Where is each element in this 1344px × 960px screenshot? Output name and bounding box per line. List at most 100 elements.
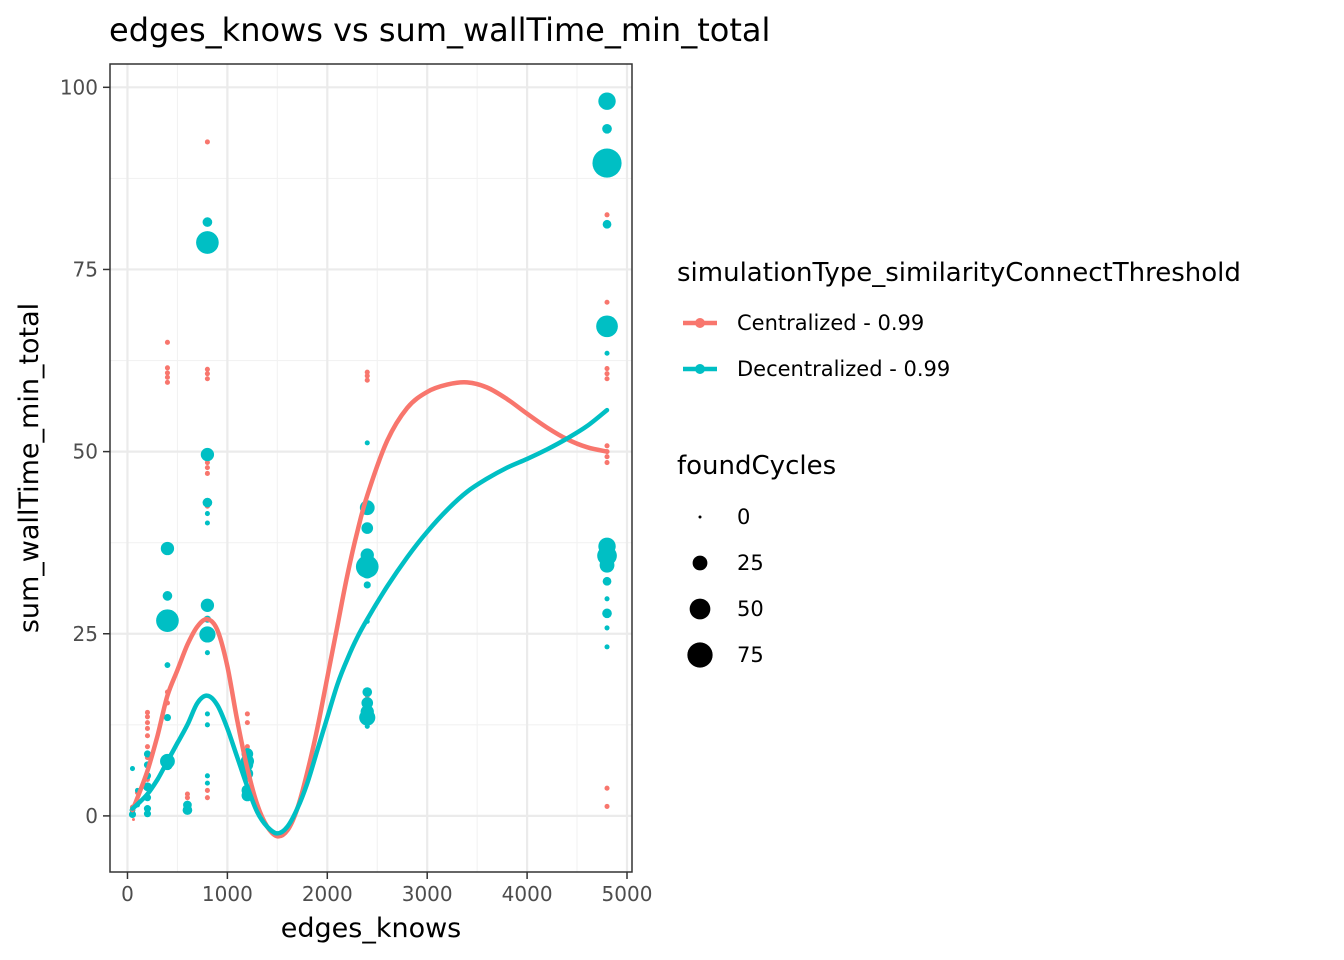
point-decentralized [162,591,173,601]
x-tick-label: 0 [121,882,134,906]
point-decentralized [204,722,210,728]
point-centralized [144,733,151,739]
x-tick-labels: 0 1000 2000 3000 4000 5000 [121,882,652,906]
point-centralized [604,443,610,449]
size-legend-key-point [692,555,708,571]
point-decentralized [160,541,175,556]
point-centralized [184,791,190,797]
plot-background [110,64,632,872]
color-legend: simulationType_similarityConnectThreshol… [677,258,1241,381]
point-decentralized [204,510,210,517]
point-decentralized [604,350,610,356]
point-centralized [204,376,210,382]
color-legend-key-point [695,318,705,328]
point-decentralized [598,537,616,556]
point-centralized [604,454,610,460]
point-centralized [204,465,210,471]
point-decentralized [362,687,373,697]
point-centralized [604,366,610,372]
point-decentralized [604,625,610,631]
point-decentralized [364,440,370,446]
smooth-line-centralized [130,380,610,839]
size-legend: foundCycles 0 25 50 75 [677,451,836,668]
y-tick-label: 50 [73,440,98,464]
size-legend-label: 75 [737,643,764,667]
point-centralized [604,803,610,809]
point-decentralized [602,124,612,134]
y-tick-label: 100 [60,75,98,99]
point-decentralized [143,810,152,818]
point-centralized [364,377,370,383]
point-centralized [144,720,151,726]
point-decentralized [203,626,211,634]
point-decentralized [361,697,374,709]
point-decentralized [602,219,612,229]
point-decentralized [164,662,171,669]
point-centralized [204,366,210,372]
point-decentralized [598,92,616,110]
x-tick-label: 5000 [602,882,653,906]
y-tick-label: 75 [73,257,98,281]
point-decentralized [596,315,618,338]
point-centralized [164,370,170,376]
point-decentralized [200,447,215,462]
x-tick-label: 2000 [302,882,353,906]
x-tick-label: 1000 [202,882,253,906]
point-centralized [204,795,210,801]
color-legend-label: Centralized - 0.99 [737,311,924,335]
point-centralized [364,369,370,375]
y-tick-labels: 0 25 50 75 100 [60,75,98,828]
smooth-line-decentralized [130,407,610,836]
color-legend-label: Decentralized - 0.99 [737,357,950,381]
point-centralized [144,744,151,750]
color-legend-title: simulationType_similarityConnectThreshol… [677,258,1241,288]
point-decentralized [602,576,612,586]
axis-ticks [103,86,628,879]
point-centralized [204,787,210,793]
x-tick-label: 3000 [402,882,453,906]
grid-major [110,64,632,872]
plot-border [109,63,633,873]
point-decentralized [204,520,210,526]
point-centralized [144,709,151,715]
point-decentralized [360,548,374,562]
size-legend-key-point [689,598,711,620]
point-centralized [204,459,210,466]
point-centralized [244,711,250,717]
point-decentralized [199,626,216,643]
smooth-lines [130,380,610,839]
point-centralized [204,470,210,477]
point-decentralized [202,497,213,508]
point-centralized [604,376,610,382]
point-decentralized [355,555,379,579]
point-decentralized [363,581,371,589]
size-legend-label: 50 [737,597,764,621]
point-decentralized [592,148,622,178]
point-decentralized [183,800,192,810]
point-centralized [164,339,170,345]
point-centralized [164,365,170,371]
point-decentralized [204,650,210,656]
size-legend-title: foundCycles [677,451,836,481]
point-decentralized [204,711,210,717]
point-centralized [144,725,151,732]
chart-title: edges_knows vs sum_wallTime_min_total [109,11,770,49]
point-centralized [144,714,151,720]
point-decentralized [604,596,610,602]
point-centralized [244,744,250,750]
plot-panel [109,63,633,873]
point-centralized [604,459,610,466]
color-legend-key-point [695,364,705,374]
size-legend-label: 0 [737,505,750,529]
point-centralized [164,374,170,380]
y-tick-label: 0 [85,804,98,828]
point-decentralized [204,773,210,779]
point-decentralized [196,231,219,254]
point-decentralized [360,705,374,719]
point-centralized [604,299,610,305]
point-centralized [204,139,210,145]
y-tick-label: 25 [73,622,98,646]
point-decentralized [361,522,374,534]
point-decentralized [143,750,152,758]
